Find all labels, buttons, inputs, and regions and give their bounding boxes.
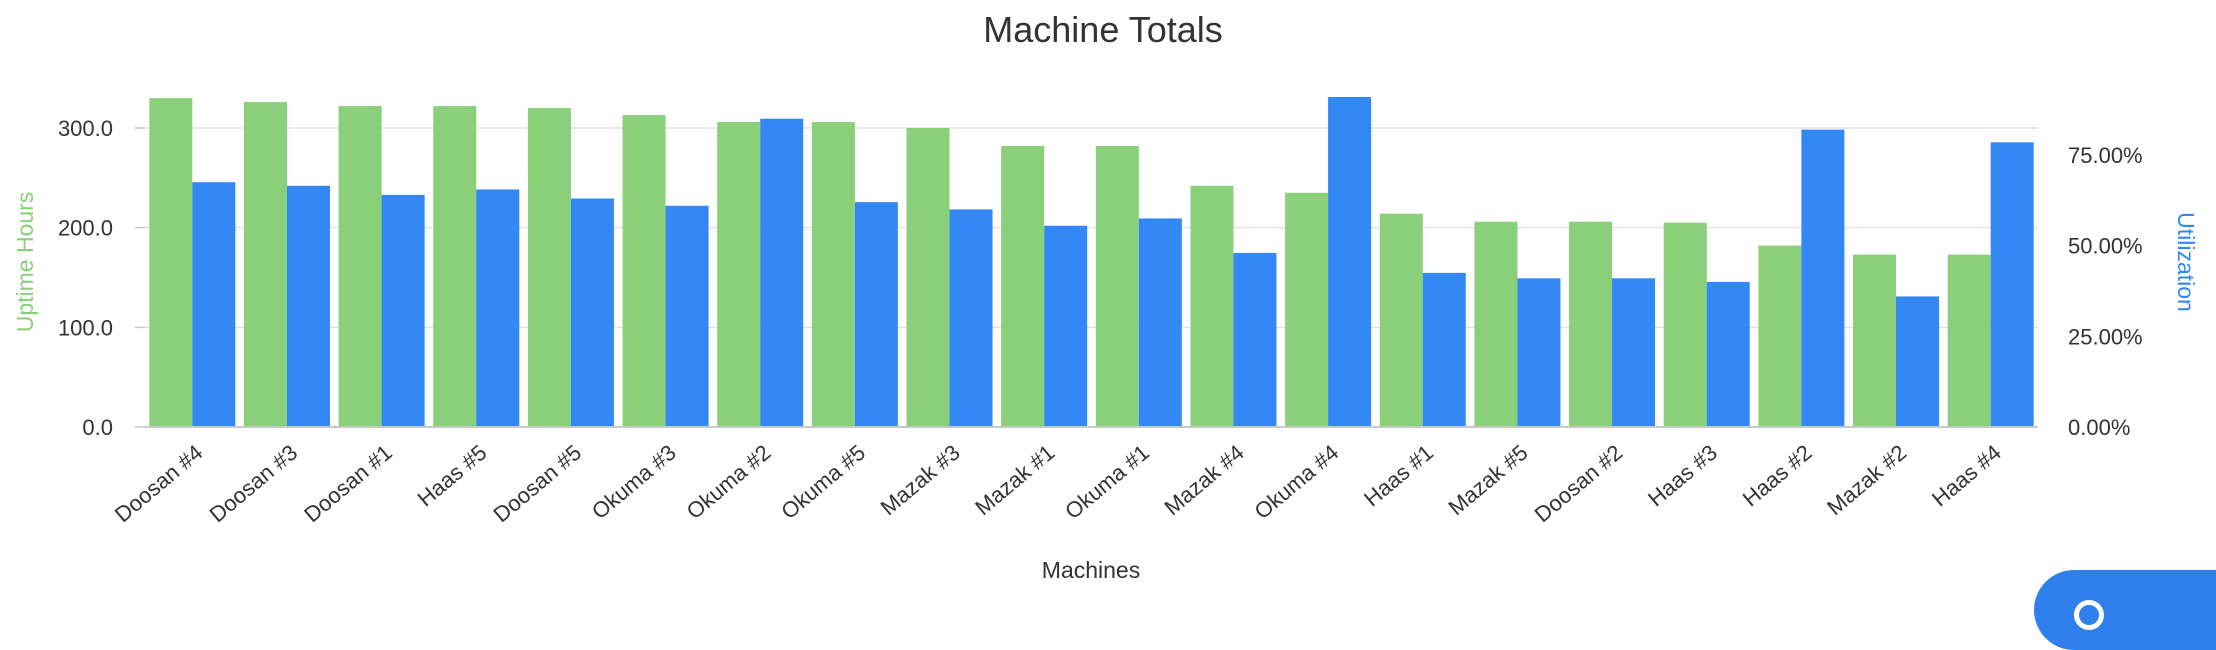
uptime-bar [1190,185,1234,427]
right-tick-label: 75.00% [2068,143,2143,168]
category-label: Okuma #4 [1250,440,1344,524]
utilization-bar [1044,225,1088,427]
utilization-bar [1896,296,1940,427]
utilization-bar [854,202,898,427]
uptime-bar [1758,245,1802,427]
category-label: Doosan #5 [489,440,587,528]
uptime-bar [811,122,855,428]
category-label: Okuma #5 [776,440,870,524]
category-label: Mazak #2 [1822,440,1911,520]
category-label: Okuma #3 [587,440,681,524]
utilization-bar [949,209,993,427]
category-label: Haas #1 [1359,440,1438,512]
category-label: Haas #4 [1927,440,2006,512]
category-label: Doosan #3 [205,440,303,528]
right-tick-label: 0.00% [2068,415,2130,440]
uptime-bar [717,122,761,428]
category-label: Mazak #4 [1160,440,1249,520]
left-axis-title: Uptime Hours [12,192,38,333]
utilization-bar [1138,218,1182,427]
uptime-bar [433,106,477,427]
chart-title: Machine Totals [983,9,1222,50]
left-tick-label: 300.0 [58,116,113,141]
uptime-bar [1947,254,1991,427]
category-label: Mazak #3 [876,440,965,520]
question-circle-icon [2074,600,2104,630]
x-axis-title: Machines [1042,557,1140,583]
category-label: Doosan #4 [110,440,208,528]
uptime-bar [1095,145,1139,427]
utilization-bar [1706,281,1750,427]
right-axis-title: Utilization [2173,212,2199,312]
utilization-bar [1801,129,1845,427]
utilization-bar [570,198,614,427]
utilization-bar [381,194,425,427]
uptime-bar [622,115,666,427]
utilization-bar [1990,142,2034,427]
chart-container: Machine Totals 0.0 100.0 200.0 300.0 0.00% 25.… [12,9,2199,583]
uptime-bar [527,108,571,428]
left-tick-label: 200.0 [58,216,113,241]
uptime-bar [338,106,382,427]
category-label: Haas #3 [1643,440,1722,512]
help-button[interactable] [2034,570,2216,650]
right-tick-label: 50.00% [2068,234,2143,259]
uptime-bar [1285,192,1329,427]
utilization-bar [1612,278,1656,427]
utilization-bar [476,189,520,427]
left-tick-label: 0.0 [82,415,113,440]
uptime-bar [243,102,287,427]
category-label: Doosan #2 [1530,440,1628,528]
uptime-bar [1663,222,1707,427]
category-label: Mazak #5 [1443,440,1532,520]
utilization-bar [665,205,709,427]
category-label: Haas #2 [1738,440,1817,512]
uptime-bar [1569,221,1613,427]
uptime-bar [1379,213,1423,427]
uptime-bar [1474,221,1518,427]
category-label: Okuma #2 [682,440,776,524]
machine-totals-chart: Machine Totals 0.0 100.0 200.0 300.0 0.00% 25.… [12,9,2199,583]
utilization-bar [1328,96,1372,428]
uptime-bar [1001,145,1045,427]
utilization-bar [1233,252,1277,427]
utilization-bar [760,118,804,427]
uptime-bar [1853,254,1897,427]
utilization-bar [1422,272,1466,427]
utilization-bar [286,185,330,427]
category-label: Mazak #1 [970,440,1059,520]
right-tick-label: 25.00% [2068,324,2143,349]
uptime-bar [906,128,950,427]
category-label: Haas #5 [413,440,492,512]
category-label: Doosan #1 [299,440,397,528]
utilization-bar [192,182,236,427]
category-label: Okuma #1 [1060,440,1154,524]
left-tick-label: 100.0 [58,315,113,340]
uptime-bar [149,98,193,427]
utilization-bar [1517,278,1561,427]
